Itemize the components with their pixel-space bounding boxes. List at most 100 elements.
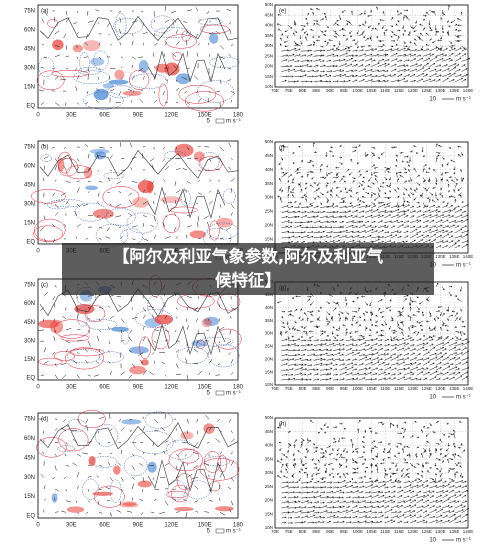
wind-arrow <box>377 236 384 239</box>
wind-arrow <box>310 29 314 31</box>
arrow-head <box>284 79 287 82</box>
arrow-head <box>355 215 358 218</box>
wind-arrow <box>400 151 404 154</box>
x-tick-label: 150E <box>198 113 212 119</box>
wind-arrow <box>109 370 112 375</box>
wind-arrow <box>75 500 78 504</box>
wind-arrow <box>397 47 406 52</box>
arrow-head <box>312 226 314 229</box>
wind-arrow <box>193 307 199 311</box>
arrow-head <box>302 28 304 31</box>
wind-arrow <box>162 90 166 96</box>
wind-arrow <box>87 68 90 73</box>
y-tick-label: 30N <box>24 66 35 72</box>
wind-arrow <box>377 230 384 234</box>
arrow-head <box>353 177 356 180</box>
wind-arrow <box>384 211 392 213</box>
wind-arrow <box>96 215 100 218</box>
x-tick-label: 125E <box>421 88 432 93</box>
wind-arrow <box>108 33 111 36</box>
arrow-head <box>350 35 352 37</box>
wind-arrow <box>196 418 199 423</box>
wind-arrow <box>442 64 448 67</box>
scale-value: 10 <box>429 395 436 401</box>
wind-arrow <box>142 145 146 148</box>
arrow-head <box>377 62 380 65</box>
wind-arrow <box>448 79 455 83</box>
shade <box>203 423 215 434</box>
wind-arrow <box>87 475 92 478</box>
wind-arrow <box>109 89 115 92</box>
arrow-head <box>451 235 454 238</box>
wind-arrow <box>204 169 210 171</box>
arrow-head <box>339 18 342 20</box>
arrow-head <box>370 69 373 71</box>
arrow-head <box>349 32 352 34</box>
wind-arrow <box>186 9 193 12</box>
wind-arrow <box>402 306 404 310</box>
contour <box>208 344 240 368</box>
arrow-head <box>382 49 384 52</box>
wind-arrow <box>76 10 79 14</box>
wind-arrow <box>416 174 420 178</box>
wind-arrow <box>352 50 358 52</box>
arrow-head <box>431 193 434 196</box>
arrow-head <box>414 79 416 82</box>
contour <box>222 188 236 204</box>
wind-arrow <box>435 53 444 57</box>
arrow-head <box>439 193 442 196</box>
arrow-head <box>407 48 409 50</box>
arrow-head <box>311 177 314 180</box>
wind-arrow <box>306 298 311 302</box>
arrow-head <box>353 39 356 42</box>
arrow-head <box>304 312 306 315</box>
wind-arrow <box>164 440 169 443</box>
arrow-head <box>325 240 328 243</box>
coastline <box>147 459 226 493</box>
arrow-head <box>362 210 365 213</box>
wind-arrow <box>118 91 122 96</box>
arrow-head <box>457 205 460 208</box>
arrow-head <box>297 241 299 244</box>
wind-arrow <box>438 145 443 148</box>
wind-arrow <box>226 340 232 345</box>
wind-arrow <box>416 214 425 218</box>
contour <box>76 286 97 306</box>
wind-arrow <box>186 307 189 311</box>
wind-arrow <box>377 308 381 312</box>
arrow-head <box>432 187 435 189</box>
wind-arrow <box>371 70 379 72</box>
y-tick-label: EQ <box>26 514 35 520</box>
wind-arrow <box>161 362 166 364</box>
arrow-head <box>351 10 353 13</box>
arrow-head <box>435 56 438 59</box>
y-tick-label: 50N <box>265 139 273 144</box>
wind-arrow <box>358 49 364 52</box>
x-tick-label: 115E <box>394 88 404 93</box>
wind-arrow <box>461 68 468 72</box>
arrow-head <box>292 58 295 61</box>
wind-arrow <box>339 241 346 244</box>
wind-arrow <box>152 181 155 184</box>
wind-arrow <box>108 361 111 364</box>
arrow-head <box>393 146 396 149</box>
wind-arrow <box>52 477 56 480</box>
wind-arrow <box>332 55 339 57</box>
arrow-head <box>349 210 351 213</box>
arrow-head <box>316 20 319 23</box>
arrow-head <box>403 210 406 213</box>
wind-arrow <box>437 306 443 308</box>
wind-arrow <box>442 205 448 208</box>
arrow-head <box>442 229 445 232</box>
arrow-head <box>381 229 384 232</box>
arrow-head <box>408 204 410 207</box>
wind-arrow <box>65 45 67 50</box>
arrow-head <box>383 79 386 82</box>
arrow-head <box>355 191 358 194</box>
contour <box>144 411 174 429</box>
wind-arrow <box>208 236 211 239</box>
arrow-head <box>422 168 425 170</box>
wind-arrow <box>194 75 199 80</box>
arrow-head <box>438 310 440 313</box>
arrow-head <box>431 199 434 202</box>
